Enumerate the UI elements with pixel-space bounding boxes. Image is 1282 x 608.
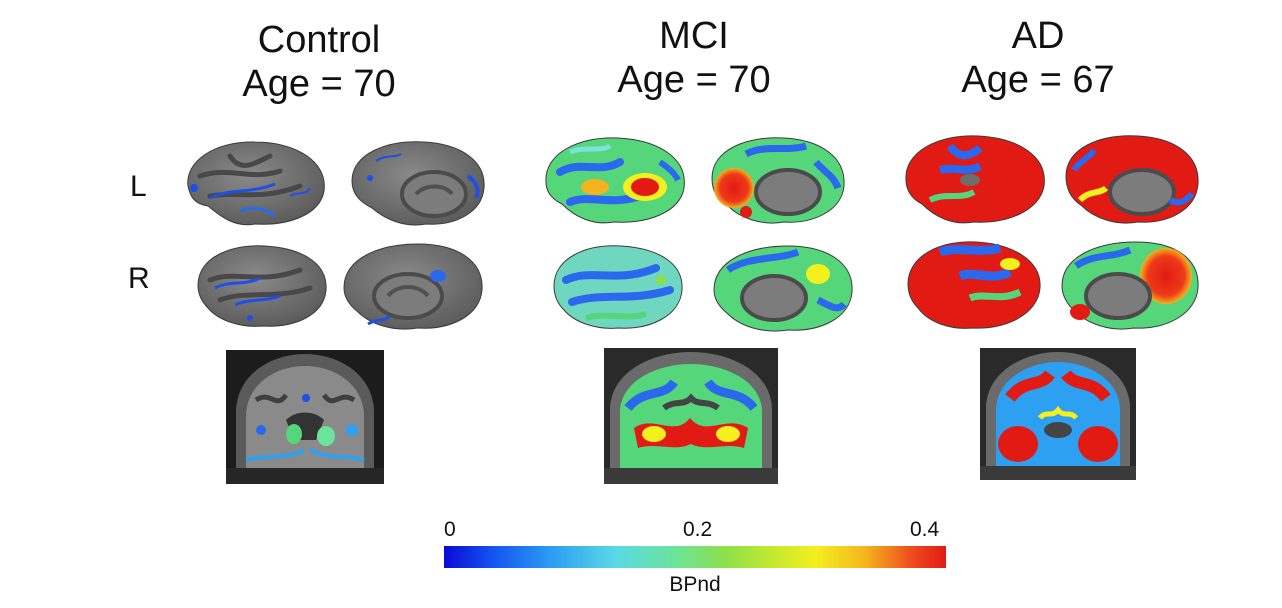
column-title-ad: AD Age = 67 [908, 14, 1168, 102]
colorbar-tick-mid: 0.2 [683, 518, 713, 541]
coronal-slice-control [226, 350, 384, 484]
brain-ad-right-medial [1061, 241, 1199, 330]
brain-mci-right-lateral [553, 245, 683, 329]
colorbar-label: BPnd [669, 573, 721, 596]
brain-ad-left-lateral [905, 135, 1045, 224]
brain-control-left-medial [351, 141, 485, 226]
colorbar: 0 0.2 0.4 BPnd [444, 518, 946, 600]
brain-ad-right-lateral [907, 241, 1041, 329]
group-label: AD [1011, 15, 1065, 57]
brain-control-right-medial [343, 243, 483, 330]
colorbar-tick-max: 0.4 [910, 518, 940, 541]
brain-control-right-lateral [197, 245, 327, 327]
brain-mci-left-lateral [545, 137, 685, 224]
age-label: Age = 70 [617, 59, 771, 101]
colorbar-tick-min: 0 [444, 518, 456, 541]
brain-control-left-lateral [187, 141, 325, 226]
age-label: Age = 70 [242, 63, 396, 105]
column-title-control: Control Age = 70 [189, 18, 449, 106]
age-label: Age = 67 [961, 59, 1115, 101]
column-title-mci: MCI Age = 70 [564, 14, 824, 102]
colorbar-gradient [444, 546, 946, 568]
brain-mci-left-medial [711, 137, 845, 224]
coronal-slice-mci [604, 348, 778, 484]
brain-mci-right-medial [713, 245, 853, 332]
group-label: MCI [659, 15, 729, 57]
group-label: Control [257, 19, 381, 61]
brain-ad-left-medial [1065, 135, 1199, 224]
row-label-left-hemisphere: L [130, 170, 147, 203]
row-label-right-hemisphere: R [128, 262, 150, 295]
coronal-slice-ad [980, 348, 1136, 480]
